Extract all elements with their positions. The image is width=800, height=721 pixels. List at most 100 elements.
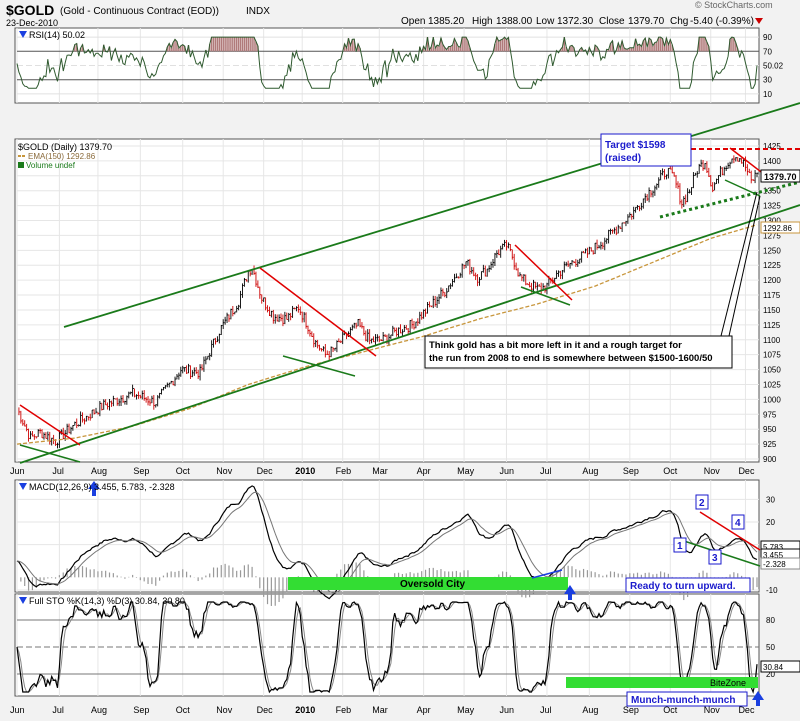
macd-value-1: 5.783	[763, 543, 784, 552]
sto-date-tick-label: Oct	[663, 705, 678, 715]
watermark: © StockCharts.com	[695, 0, 773, 10]
legend-triangle-icon	[19, 483, 27, 490]
macd-wave-1: 1	[677, 541, 683, 552]
price-tick-label: 950	[763, 425, 777, 434]
date-tick-label: Dec	[738, 466, 755, 476]
sto-date-tick-label: Aug	[91, 705, 107, 715]
date-tick-label: Sep	[133, 466, 149, 476]
macd-signal-line	[16, 491, 758, 594]
sto-date-tick-label: May	[457, 705, 475, 715]
target-text: Target $1598	[605, 140, 666, 151]
rsi-line	[16, 35, 758, 90]
sto-value: 30.84	[763, 663, 784, 672]
dotted-support-line	[659, 180, 800, 219]
sto-tick-label: 80	[766, 616, 775, 625]
ohlc-open-label: Open	[401, 16, 425, 27]
sto-label: Full STO %K(14,3) %D(3) 30.84, 30.80	[29, 596, 185, 606]
date-tick-label: Nov	[216, 466, 233, 476]
price-tick-label: 1025	[763, 380, 781, 389]
ohlc-high-label: High	[472, 16, 493, 27]
exchange: INDX	[246, 6, 270, 17]
macd-value-3: -2.328	[763, 560, 786, 569]
sto-axis: 80 50 20	[766, 616, 775, 679]
macd-wave-3: 3	[712, 553, 718, 564]
macd-wave-3-box	[708, 549, 722, 565]
macd-tick-label: -10	[766, 586, 778, 595]
target-callout: Target $1598 (raised)	[600, 133, 692, 167]
comment-pointer-a	[720, 191, 758, 337]
rsi-label: RSI(14) 50.02	[29, 30, 85, 40]
date-tick-label: Aug	[582, 466, 598, 476]
rsi-tick-label: 50.02	[763, 61, 784, 70]
macd-blue-trend	[531, 569, 563, 579]
macd-wave-1-box	[673, 537, 687, 553]
ohlc-change: -5.40 (-0.39%)	[690, 16, 754, 27]
flag-line-2	[259, 267, 377, 357]
sto-date-tick-label: Feb	[336, 705, 352, 715]
price-tick-label: 1200	[763, 276, 781, 285]
down-arrow-icon	[755, 18, 763, 24]
flag-support-1	[19, 444, 81, 463]
comment-box	[424, 335, 733, 369]
chart-header: $GOLD (Gold - Continuous Contract (EOD))…	[6, 0, 773, 28]
macd-annotations: Oversold City 1 2 3 4 Ready to turn upwa…	[288, 494, 800, 600]
target-raised-text: (raised)	[605, 153, 641, 164]
macd-red-trend	[699, 511, 761, 551]
rsi-tick-label: 90	[763, 33, 772, 42]
last-price-value: 1379.70	[764, 172, 797, 182]
macd-wave-4: 4	[735, 518, 741, 529]
price-tick-label: 1250	[763, 246, 781, 255]
sto-date-tick-label: Mar	[372, 705, 388, 715]
rsi-axis: 90 70 50.02 30 10	[763, 33, 784, 99]
price-legend: $GOLD (Daily) 1379.70 EMA(150) 1292.86 V…	[18, 142, 112, 170]
price-tick-label: 1350	[763, 187, 781, 196]
price-tick-label: 1175	[763, 291, 781, 300]
legend-triangle-icon	[19, 597, 27, 604]
price-legend-label: $GOLD (Daily) 1379.70	[18, 142, 112, 152]
macd-tick-label: 30	[766, 495, 775, 504]
price-tick-label: 1000	[763, 395, 781, 404]
last-price-tag	[760, 169, 800, 183]
munch-box	[626, 691, 748, 707]
chart-date: 23-Dec-2010	[6, 18, 58, 28]
price-tick-label: 1125	[763, 321, 781, 330]
bitezone-bar	[566, 677, 758, 688]
volume-legend-swatch	[18, 162, 24, 168]
macd-wave-2: 2	[699, 498, 705, 509]
sto-date-tick-label: Nov	[216, 705, 233, 715]
turn-label: Ready to turn upward.	[630, 581, 736, 592]
macd-tick-label: 20	[766, 518, 775, 527]
sto-date-tick-label: Sep	[133, 705, 149, 715]
ohlc-low-label: Low	[536, 16, 555, 27]
sto-date-tick-label: Jul	[52, 705, 64, 715]
date-tick-label: Jul	[52, 466, 64, 476]
turn-box	[625, 577, 751, 593]
macd-panel	[14, 479, 760, 593]
macd-wave-4-box	[731, 514, 745, 530]
ema-value-tag	[760, 221, 800, 234]
munch-label: Munch-munch-munch	[631, 695, 735, 706]
price-tick-label: 925	[763, 440, 777, 449]
flag-support-3	[520, 286, 571, 306]
macd-tag-3	[760, 557, 800, 570]
price-panel	[14, 138, 760, 463]
oversold-zone	[288, 577, 568, 590]
flag-line-3	[514, 244, 573, 301]
sto-date-tick-label: Nov	[704, 705, 721, 715]
date-tick-label: Jun	[499, 466, 514, 476]
symbol-description: (Gold - Continuous Contract (EOD))	[60, 6, 219, 17]
target-box	[600, 133, 692, 167]
date-tick-label: Sep	[623, 466, 639, 476]
ohlc-high: 1388.00	[496, 16, 533, 27]
rsi-tick-label: 10	[763, 90, 772, 99]
date-tick-label: Mar	[372, 466, 388, 476]
date-tick-label: Jul	[540, 466, 552, 476]
price-tick-label: 1100	[763, 336, 781, 345]
sto-date-tick-label: Jul	[540, 705, 552, 715]
macd-wave-2-box	[695, 494, 709, 510]
ohlc-close: 1379.70	[628, 16, 665, 27]
comment-callout: Think gold has a bit more left in it and…	[424, 191, 761, 369]
macd-value-2: 3.455	[763, 551, 784, 560]
price-tick-label: 1275	[763, 231, 781, 240]
price-tick-label: 1050	[763, 366, 781, 375]
